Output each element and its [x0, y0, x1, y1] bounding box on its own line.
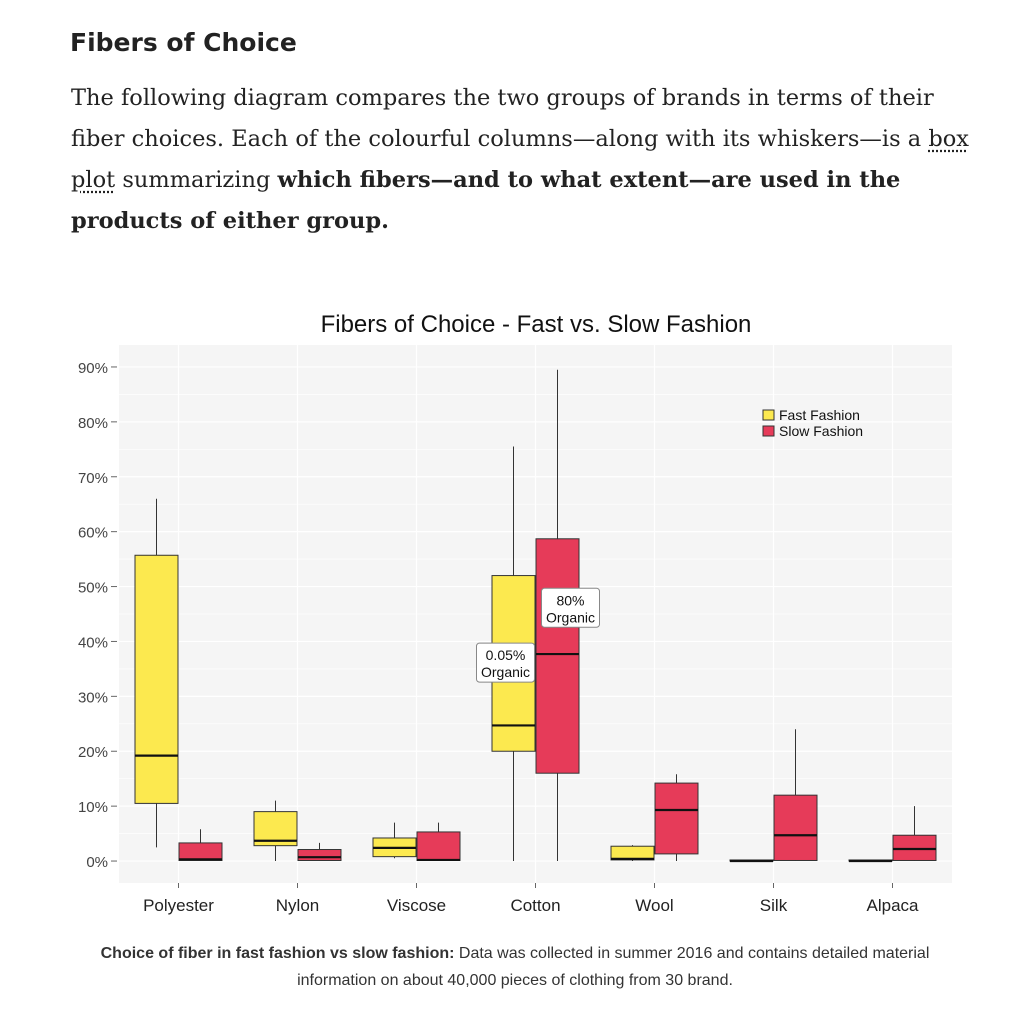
- box-plot: [372, 822, 417, 859]
- annotation-line1: 0.05%: [486, 647, 526, 663]
- x-tick-label: Wool: [635, 896, 673, 915]
- x-tick-label: Nylon: [276, 896, 319, 915]
- y-tick-label: 90%: [78, 360, 108, 377]
- box: [297, 849, 342, 861]
- box: [535, 538, 580, 774]
- box: [178, 842, 223, 861]
- caption-text: Data was collected in summer 2016 and co…: [297, 945, 930, 989]
- box-plot: [535, 369, 580, 862]
- fibers-boxplot-chart: Fibers of Choice - Fast vs. Slow Fashion…: [78, 311, 952, 915]
- box-plot: [892, 806, 937, 862]
- legend-swatch: [762, 409, 775, 421]
- box: [416, 831, 461, 861]
- box-plot-link[interactable]: box plot: [71, 126, 969, 193]
- x-tick-label: Cotton: [510, 896, 560, 915]
- annotation-label: 80%Organic: [541, 587, 600, 628]
- x-tick-label: Viscose: [387, 896, 446, 915]
- box-plot: [654, 774, 699, 862]
- intro-text-2: summarizing: [115, 167, 278, 193]
- legend-label: Slow Fashion: [779, 423, 863, 439]
- y-tick-label: 40%: [78, 634, 108, 651]
- chart-title: Fibers of Choice - Fast vs. Slow Fashion: [321, 311, 752, 338]
- intro-bold-text: which fibers—and to what extent—are used…: [71, 167, 901, 234]
- box: [134, 554, 179, 804]
- annotation-box: [541, 587, 600, 628]
- section-heading: Fibers of Choice: [70, 28, 297, 57]
- annotation-line1: 80%: [556, 592, 584, 608]
- annotation-box: [476, 642, 535, 683]
- y-tick-label: 80%: [78, 415, 108, 432]
- y-tick-label: 20%: [78, 744, 108, 761]
- box-plot: [848, 859, 893, 863]
- y-tick-label: 60%: [78, 525, 108, 542]
- box-plot: [773, 729, 818, 862]
- x-tick-label: Silk: [760, 896, 788, 915]
- box: [773, 794, 818, 861]
- box-plot: [178, 829, 223, 862]
- box-plot: [729, 859, 774, 863]
- box: [654, 782, 699, 855]
- box-plot: [416, 822, 461, 862]
- y-tick-label: 30%: [78, 689, 108, 706]
- legend-label: Fast Fashion: [779, 407, 860, 423]
- intro-text-1: The following diagram compares the two g…: [71, 85, 934, 152]
- box-plot: [253, 800, 298, 862]
- y-tick-label: 0%: [86, 854, 108, 871]
- y-tick-label: 10%: [78, 799, 108, 816]
- y-tick-label: 70%: [78, 470, 108, 487]
- figure-caption: Choice of fiber in fast fashion vs slow …: [80, 940, 950, 994]
- x-tick-label: Polyester: [143, 896, 214, 915]
- annotation-line2: Organic: [546, 609, 595, 625]
- caption-bold: Choice of fiber in fast fashion vs slow …: [100, 945, 455, 962]
- box-plot: [134, 498, 179, 848]
- box-plot: [297, 842, 342, 862]
- annotation-label: 0.05%Organic: [476, 642, 535, 683]
- box-plot: [610, 845, 655, 862]
- intro-paragraph: The following diagram compares the two g…: [71, 78, 971, 242]
- annotation-line2: Organic: [481, 664, 530, 680]
- legend-swatch: [762, 425, 775, 437]
- x-tick-label: Alpaca: [867, 896, 920, 915]
- y-tick-label: 50%: [78, 580, 108, 597]
- series-slow-fashion: [178, 369, 937, 862]
